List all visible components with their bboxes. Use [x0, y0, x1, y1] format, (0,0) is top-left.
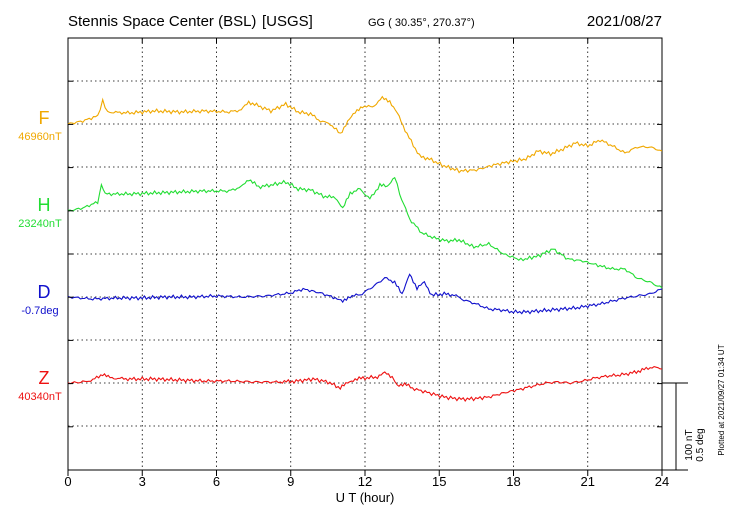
station-title: Stennis Space Center (BSL) — [68, 13, 256, 30]
x-tick-label: 12 — [358, 474, 372, 489]
grid-lines — [68, 38, 662, 470]
scale-bar-deg-label: 0.5 deg — [695, 428, 706, 461]
plotted-timestamp: Plotted at 2021/09/27 01:34 UT — [717, 344, 726, 455]
series-line-h — [67, 176, 663, 289]
x-axis-ticks: 0 3 6 9 12 15 18 21 24 — [64, 37, 669, 489]
x-tick-label: 0 — [64, 474, 71, 489]
series-baseline-h: 23240nT — [18, 218, 62, 230]
x-tick-label: 15 — [432, 474, 446, 489]
series-line-f — [67, 95, 663, 174]
series-name-z: Z — [39, 368, 50, 388]
x-tick-label: 9 — [287, 474, 294, 489]
series-name-d: D — [38, 282, 51, 302]
series-labels: F 46960nT H 23240nT D -0.7deg Z 40340nT — [18, 108, 62, 403]
series-layer — [67, 95, 663, 402]
series-baseline-f: 46960nT — [18, 131, 62, 143]
series-name-h: H — [38, 195, 51, 215]
series-line-d — [67, 273, 663, 315]
plot-date: 2021/08/27 — [587, 13, 662, 30]
scale-bar-nt-label: 100 nT — [684, 429, 695, 460]
x-tick-label: 18 — [506, 474, 520, 489]
series-baseline-d: -0.7deg — [21, 305, 58, 317]
series-line-z — [67, 365, 663, 402]
x-tick-label: 24 — [655, 474, 669, 489]
series-baseline-z: 40340nT — [18, 391, 62, 403]
x-tick-label: 3 — [139, 474, 146, 489]
series-name-f: F — [39, 108, 50, 128]
x-axis-label: U T (hour) — [336, 490, 395, 505]
x-tick-label: 6 — [213, 474, 220, 489]
agency-label: [USGS] — [262, 13, 313, 30]
scale-bar: 100 nT 0.5 deg — [662, 382, 706, 471]
x-tick-label: 21 — [581, 474, 595, 489]
station-coordinates: GG ( 30.35°, 270.37°) — [368, 17, 475, 29]
